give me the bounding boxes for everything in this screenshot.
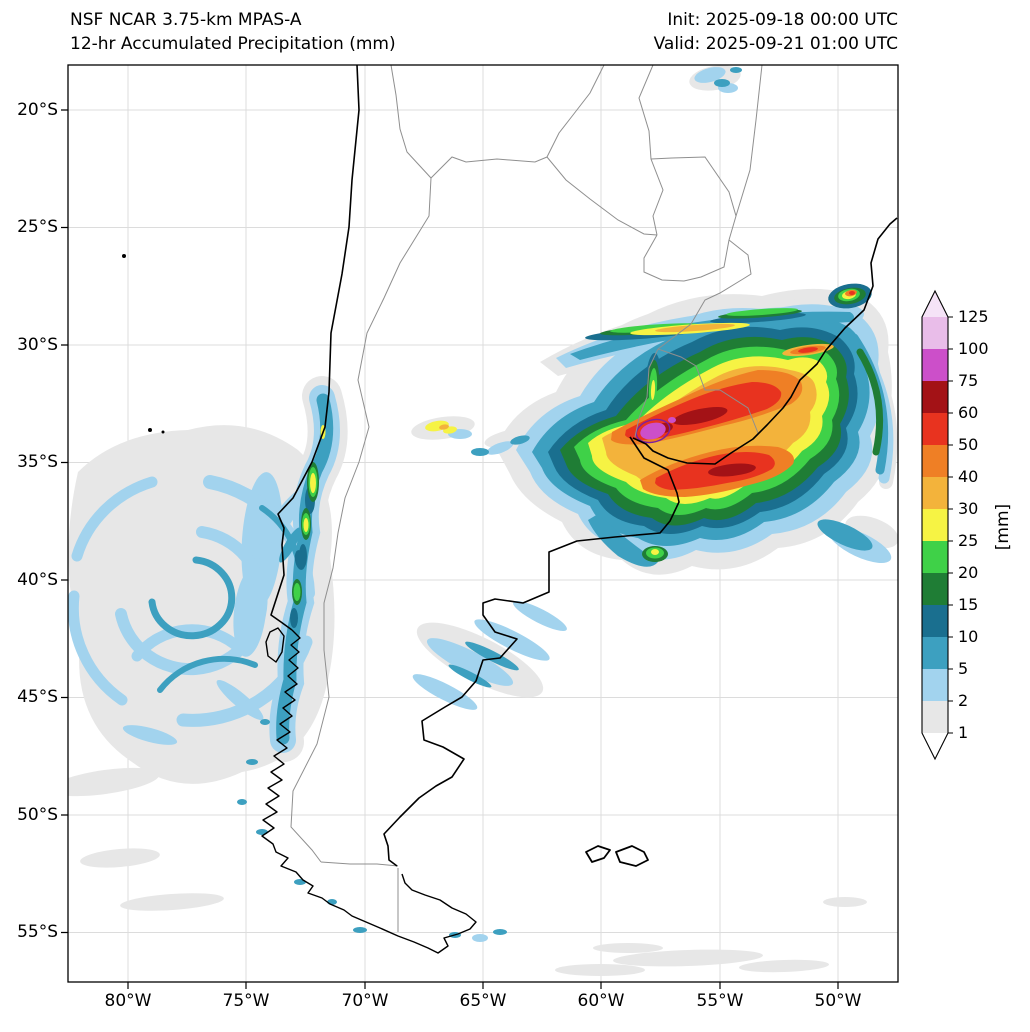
precip-100mm-contour [635,418,671,444]
axis-ticks [61,109,839,989]
longitude-tick-label: 60°W [577,991,625,1011]
longitude-tick-label: 65°W [459,991,507,1011]
latitude-tick-label: 35°S [17,452,58,472]
country-borders [290,65,763,932]
longitude-tick-label: 55°W [696,991,744,1011]
latitude-tick-label: 30°S [17,335,58,355]
colorbar: 125 100 75 60 50 40 30 25 20 15 10 5 2 1… [921,289,1013,761]
small-islands [122,254,165,434]
colorbar-tick-label: 50 [958,435,978,454]
colorbar-tick-label: 25 [958,531,978,550]
latitude-tick-label: 45°S [17,687,58,707]
init-time: Init: 2025-09-18 00:00 UTC [667,10,898,30]
colorbar-tick-label: 125 [958,307,989,326]
colorbar-tick-label: 2 [958,691,968,710]
latitude-tick-label: 50°S [17,805,58,825]
latitude-tick-label: 20°S [17,100,58,120]
product-title: 12-hr Accumulated Precipitation (mm) [70,34,396,54]
colorbar-tick-label: 15 [958,595,978,614]
longitude-tick-label: 80°W [104,991,152,1011]
latitude-tick-label: 25°S [17,217,58,237]
colorbar-over-arrow [922,291,948,317]
valid-time: Valid: 2025-09-21 01:00 UTC [653,34,898,54]
colorbar-tick-label: 100 [958,339,989,358]
colorbar-tick-label: 60 [958,403,978,422]
longitude-tick-label: 70°W [341,991,389,1011]
colorbar-tick-label: 40 [958,467,978,486]
precip-arc-15-20mm [856,348,884,456]
precip-layer-75-100mm [640,417,676,440]
colorbar-tick-label: 20 [958,563,978,582]
longitude-tick-label: 75°W [222,991,270,1011]
colorbar-under-arrow [922,733,948,759]
colorbar-tick-label: 75 [958,371,978,390]
figure-title-block: NSF NCAR 3.75-km MPAS-A 12-hr Accumulate… [70,8,396,56]
longitude-tick-label: 50°W [814,991,862,1011]
colorbar-tick-label: 10 [958,627,978,646]
model-title: NSF NCAR 3.75-km MPAS-A [70,10,302,30]
coastline [261,65,898,954]
latitude-tick-label: 40°S [17,570,58,590]
run-time-block: Init: 2025-09-18 00:00 UTC Valid: 2025-0… [498,8,898,56]
latitude-tick-label: 55°S [17,922,58,942]
colorbar-tick-label: 30 [958,499,978,518]
colorbar-tickmarks [948,316,953,734]
falkland-islands [585,845,649,867]
colorbar-tick-label: 5 [958,659,968,678]
colorbar-unit-label: [mm] [993,504,1013,550]
colorbar-tick-label: 1 [958,723,968,742]
